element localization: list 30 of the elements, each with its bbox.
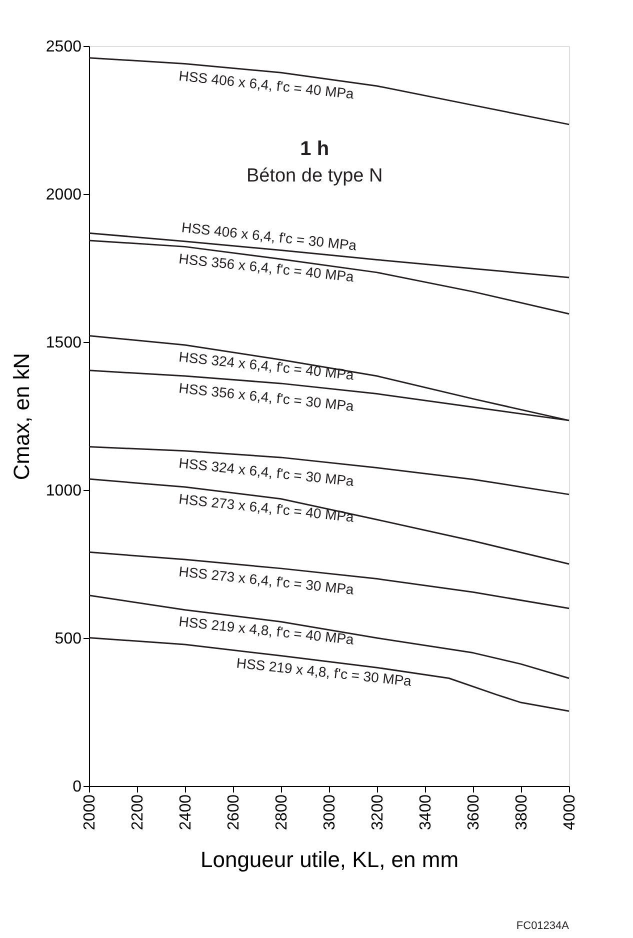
text: 1 h (300, 138, 330, 160)
text: HSS 356 x 6,4, f'c = 30 MPa (178, 380, 355, 414)
x-axis-title: Longueur utile, KL, en mm (200, 847, 459, 872)
text: HSS 324 x 6,4, f'c = 30 MPa (178, 454, 355, 490)
y-tick-label: 2000 (46, 186, 82, 204)
x-tick-label: 2400 (178, 794, 194, 830)
y-axis-title: Cmax, en kN (8, 352, 34, 480)
x-tick-label: 2600 (226, 794, 242, 830)
text: HSS 406 x 6,4, f'c = 40 MPa (178, 67, 355, 102)
x-tick-label: 4000 (562, 794, 578, 830)
text: HSS 219 x 4,8, f'c = 30 MPa (236, 654, 412, 689)
line-series (88, 57, 570, 126)
y-tick-label: 0 (72, 778, 82, 796)
x-tick-label: 3000 (322, 794, 338, 830)
x-tick-label: 3600 (466, 794, 482, 830)
y-tick-label: 1500 (46, 334, 82, 352)
x-tick-label: 2800 (274, 794, 290, 830)
x-tick-label: 2200 (130, 794, 146, 830)
text: HSS 273 x 6,4, f'c = 30 MPa (178, 563, 355, 598)
x-tick-label: 3200 (370, 794, 386, 830)
line-series (88, 446, 570, 496)
y-tick-label: 1000 (46, 482, 82, 500)
x-tick-label: 3400 (418, 794, 434, 830)
text: FC01234A (516, 920, 570, 932)
y-tick-label: 500 (54, 630, 82, 648)
text: Béton de type N (246, 166, 383, 187)
text: HSS 219 x 4,8, f'c = 40 MPa (178, 613, 355, 648)
x-tick-label: 3800 (514, 794, 530, 830)
y-tick-label: 2500 (46, 38, 82, 56)
line-series (88, 551, 570, 610)
